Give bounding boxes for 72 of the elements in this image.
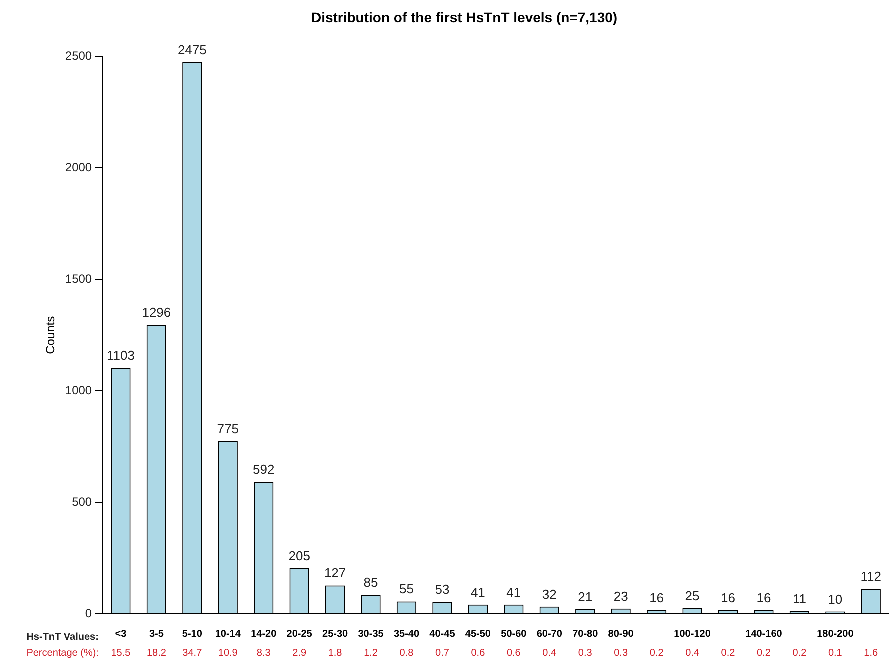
text: 0.2	[721, 648, 736, 659]
data-label: 775	[217, 421, 239, 436]
x-tick-label: 5-10	[182, 628, 203, 640]
y-tick-label: 2000	[65, 160, 92, 175]
x-tick-label: 10-14	[215, 628, 242, 640]
text: 34.7	[182, 648, 203, 659]
data-label: 2475	[178, 42, 207, 58]
x-tick-label: 140-160	[746, 628, 783, 640]
data-label: 205	[288, 548, 310, 564]
data-label: 10	[828, 592, 843, 607]
x-tick-label: 3-5	[149, 628, 164, 640]
text: 0.3	[614, 648, 628, 659]
text: Percentage (%):	[26, 648, 99, 659]
x-tick-label: 180-200	[817, 628, 854, 640]
data-label: 592	[252, 462, 275, 478]
data-label: 1296	[142, 305, 172, 320]
x-tick-label: 40-45	[430, 628, 456, 640]
data-label: 25	[685, 588, 700, 604]
data-label: 16	[721, 590, 736, 606]
text: 0.7	[436, 648, 450, 659]
y-tick-label: 2500	[65, 49, 92, 64]
x-tick-label: 35-40	[394, 628, 420, 640]
data-label: 55	[400, 582, 414, 597]
chart-title: Distribution of the first HsTnT levels (n=7,130)	[311, 9, 618, 26]
data-label: 16	[650, 590, 664, 606]
text: 8.3	[256, 648, 272, 659]
text: 0.2	[792, 648, 808, 659]
data-label: 1103	[106, 348, 135, 364]
data-label: 112	[860, 569, 882, 584]
text: 0.3	[578, 648, 593, 659]
x-tick-label: 30-35	[358, 628, 384, 640]
text: 18.2	[146, 648, 167, 659]
x-tick-label: 100-120	[674, 628, 712, 640]
text: 0.2	[650, 648, 664, 659]
data-label: 11	[792, 592, 806, 607]
text: 0.8	[400, 648, 414, 659]
text: 10.9	[218, 648, 238, 659]
text: 0.4	[686, 648, 700, 659]
y-tick-label: 1500	[65, 272, 92, 286]
data-label: 53	[435, 582, 450, 598]
data-label: 85	[364, 575, 378, 590]
y-tick-label: 1000	[65, 383, 92, 398]
text: 1.8	[328, 648, 343, 659]
x-tick-label: 14-20	[251, 628, 278, 640]
x-tick-label: 80-90	[608, 628, 634, 640]
data-label: 16	[756, 590, 772, 606]
text: 0.1	[828, 648, 843, 659]
x-tick-label: <3	[115, 628, 128, 640]
text: 0.6	[506, 648, 522, 659]
text: 2.9	[292, 648, 307, 659]
text: Hs-TnT Values:	[26, 632, 99, 643]
text: 0.4	[542, 648, 558, 659]
x-tick-label: 60-70	[536, 628, 563, 640]
data-label: 127	[324, 566, 346, 581]
data-label: 41	[470, 584, 486, 600]
text: 15.5	[111, 648, 132, 659]
data-label: 23	[614, 588, 628, 604]
x-tick-label: 45-50	[465, 628, 492, 640]
text: 0.2	[757, 648, 772, 659]
text: 1.2	[364, 648, 378, 659]
data-label: 41	[506, 584, 522, 600]
y-tick-label: 0	[85, 606, 92, 620]
y-axis-title: Counts	[44, 316, 58, 354]
data-label: 32	[542, 586, 557, 602]
x-tick-label: 20-25	[286, 628, 313, 640]
x-tick-label: 70-80	[572, 628, 599, 640]
text: 0.6	[471, 648, 486, 659]
x-tick-label: 25-30	[322, 628, 349, 640]
x-tick-label: 50-60	[501, 628, 528, 640]
y-tick-label: 500	[72, 494, 92, 509]
data-label: 21	[578, 589, 593, 604]
text: 1.6	[864, 648, 879, 659]
